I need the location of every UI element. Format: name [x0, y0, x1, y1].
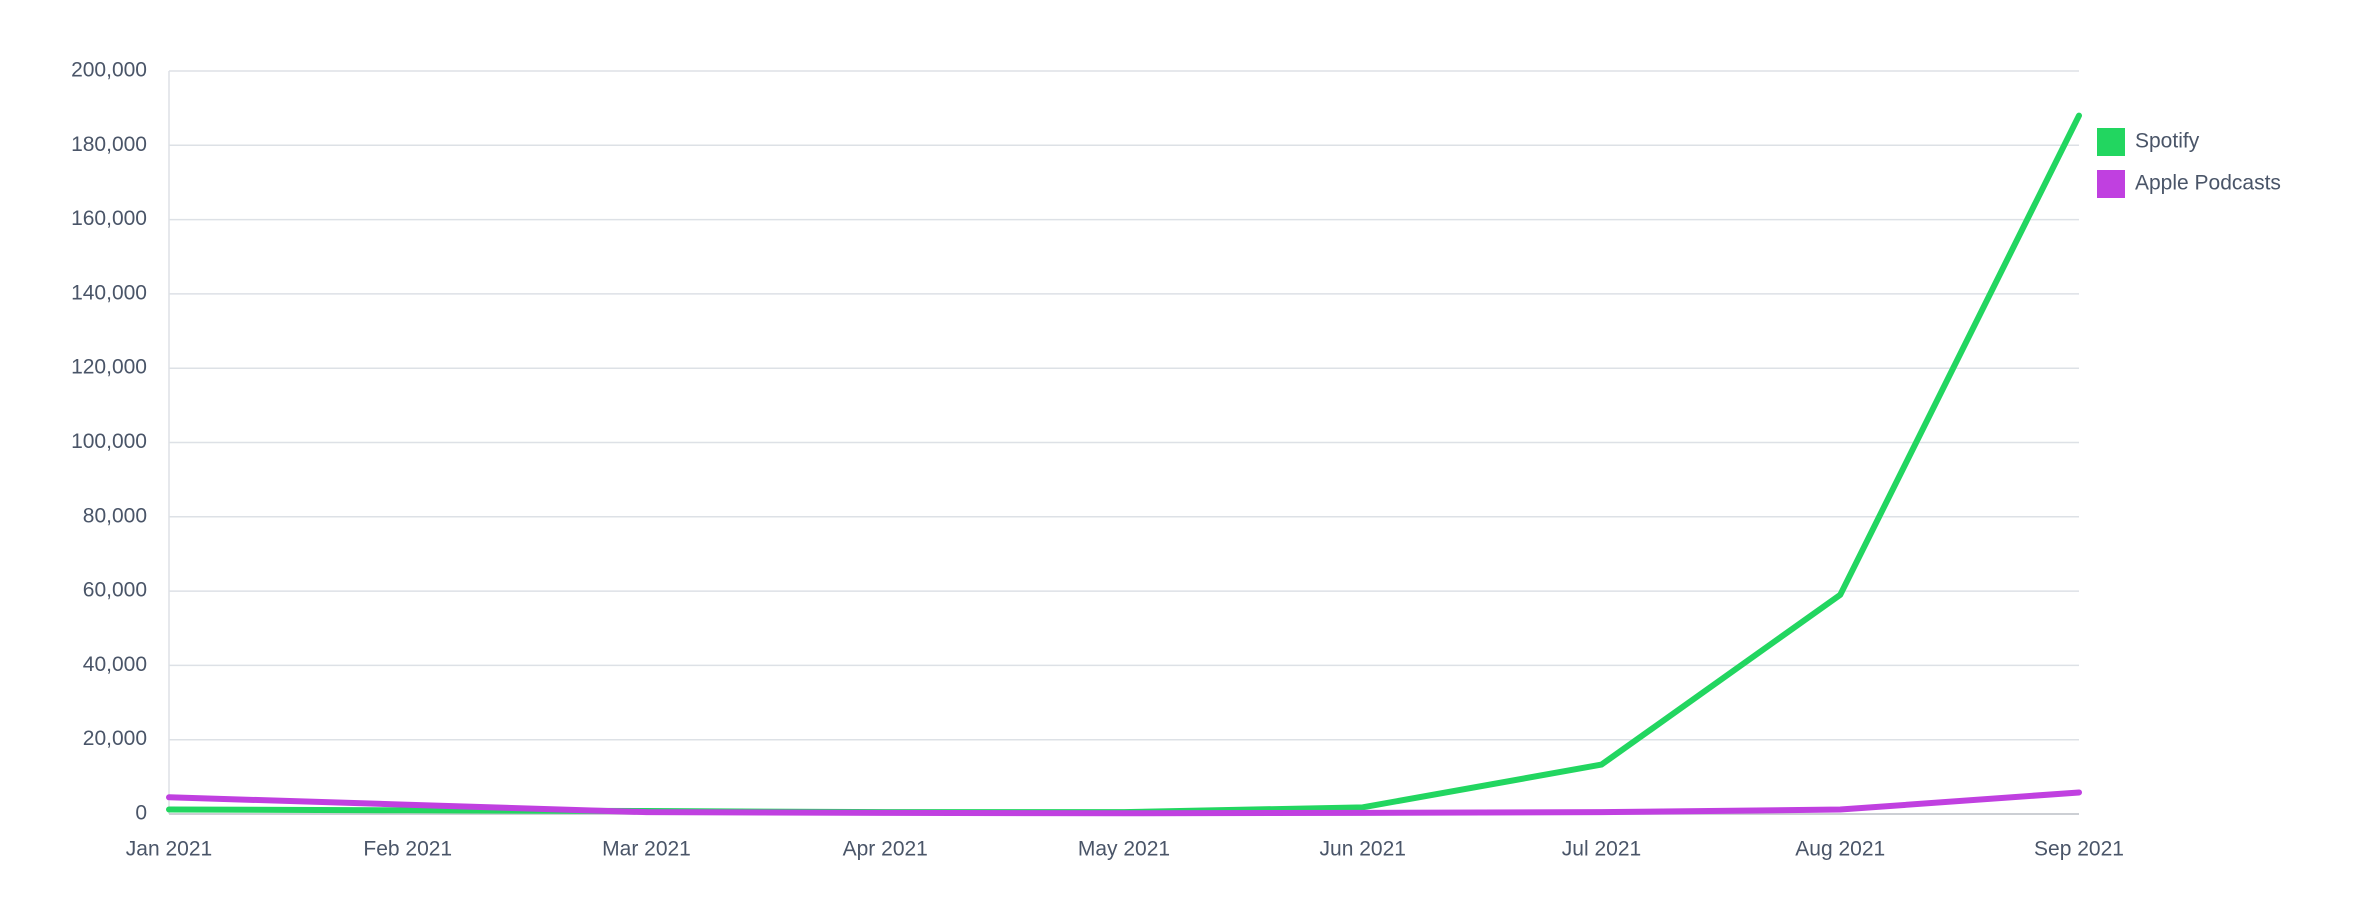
- legend-label: Spotify: [2135, 130, 2200, 153]
- y-tick-label: 160,000: [71, 207, 147, 230]
- x-tick-label: Aug 2021: [1795, 838, 1885, 861]
- y-tick-label: 180,000: [71, 133, 147, 156]
- legend-swatch: [2097, 128, 2125, 156]
- legend-label: Apple Podcasts: [2135, 172, 2281, 195]
- x-tick-label: Jul 2021: [1562, 838, 1641, 861]
- y-tick-label: 40,000: [83, 653, 147, 676]
- y-tick-label: 20,000: [83, 727, 147, 750]
- x-tick-label: Apr 2021: [843, 838, 928, 861]
- y-tick-label: 60,000: [83, 579, 147, 602]
- line-series: [166, 789, 2082, 817]
- y-tick-label: 100,000: [71, 430, 147, 453]
- x-tick-label: Jan 2021: [126, 838, 212, 861]
- y-tick-label: 0: [135, 802, 147, 825]
- y-tick-label: 200,000: [71, 59, 147, 82]
- y-tick-label: 140,000: [71, 281, 147, 304]
- x-tick-label: Jun 2021: [1320, 838, 1406, 861]
- legend-swatch: [2097, 170, 2125, 198]
- y-tick-label: 80,000: [83, 504, 147, 527]
- x-tick-label: Feb 2021: [363, 838, 452, 861]
- x-tick-label: Mar 2021: [602, 838, 691, 861]
- x-tick-label: May 2021: [1078, 838, 1170, 861]
- x-tick-label: Sep 2021: [2034, 838, 2124, 861]
- y-tick-label: 120,000: [71, 356, 147, 379]
